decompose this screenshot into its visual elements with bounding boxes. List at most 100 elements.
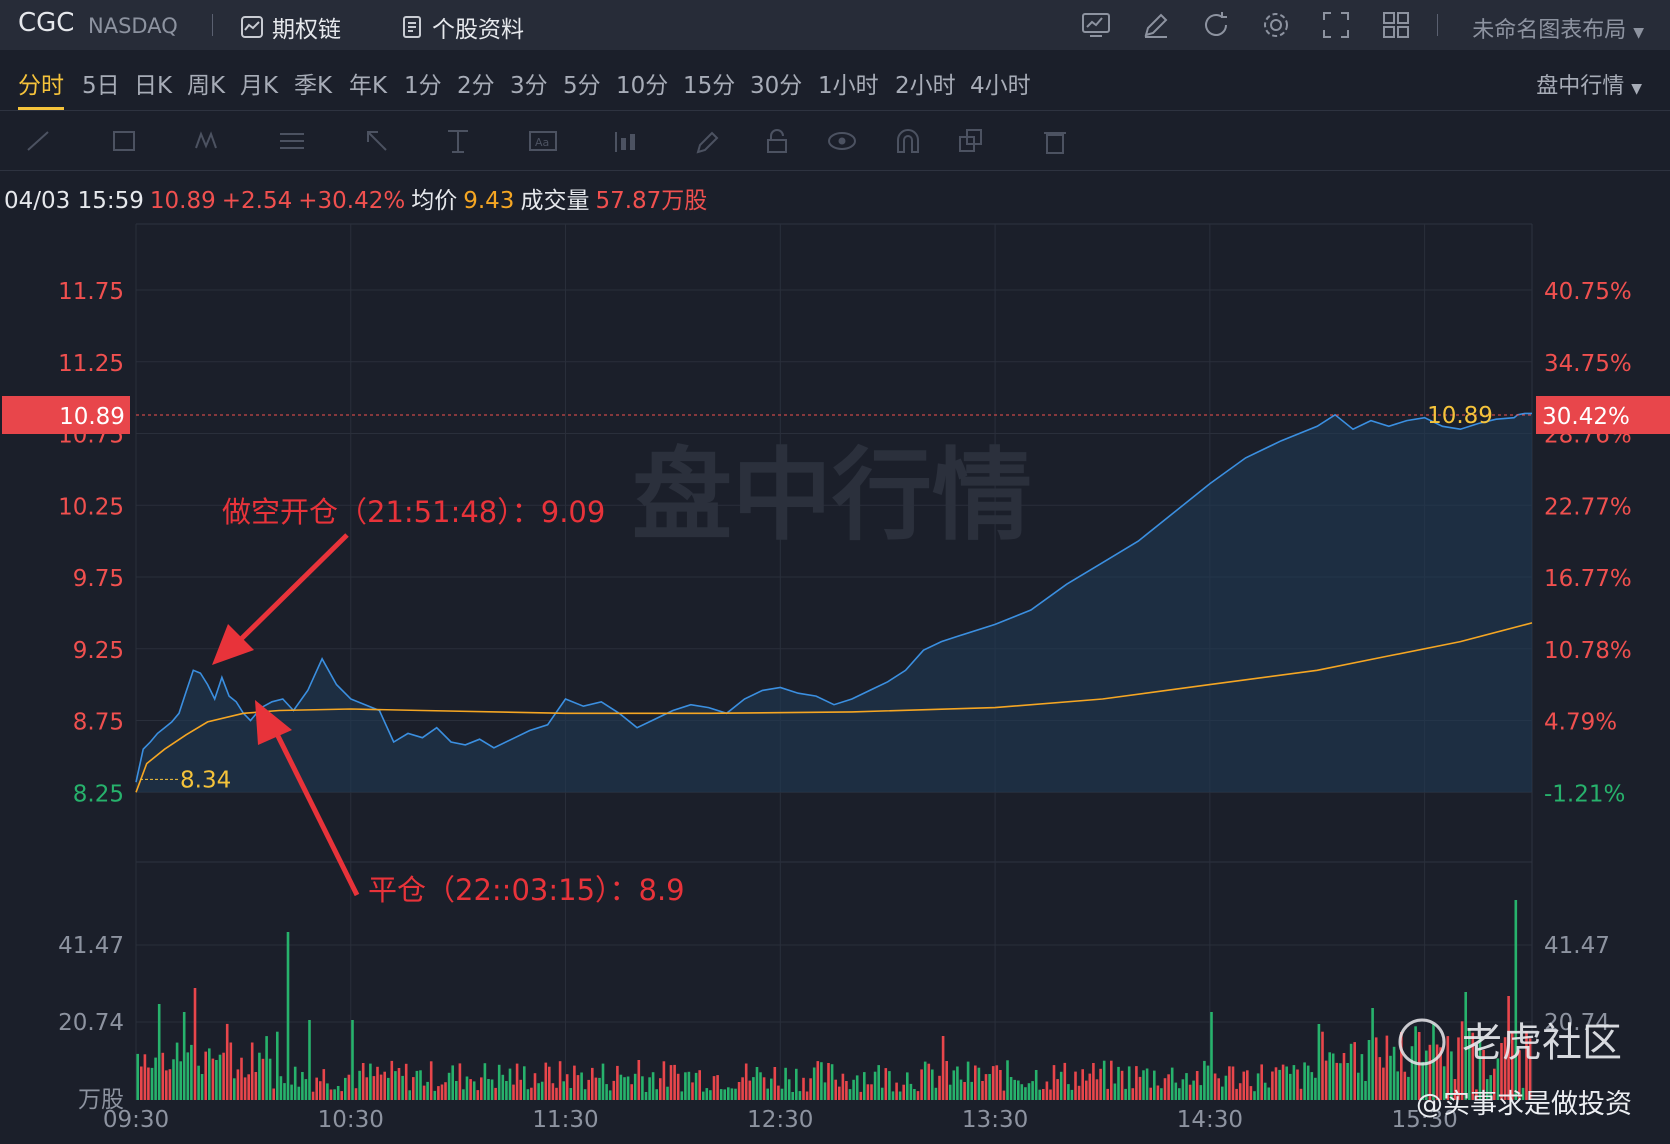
period-tab[interactable]: 周K — [187, 73, 226, 99]
volume-bar — [429, 1061, 433, 1100]
volume-bar — [583, 1089, 587, 1100]
fib-tool-icon[interactable] — [274, 126, 314, 156]
pattern-tool-icon[interactable] — [608, 126, 648, 156]
volume-bar — [1289, 1073, 1292, 1100]
volume-bar — [1303, 1062, 1306, 1100]
period-tab[interactable]: 5日 — [82, 73, 120, 99]
stock-profile-button[interactable]: 个股资料 — [400, 10, 524, 44]
volume-bar — [838, 1086, 841, 1100]
period-tab[interactable]: 30分 — [750, 73, 803, 99]
line-tool-icon[interactable] — [20, 126, 60, 156]
volume-bar — [462, 1089, 465, 1100]
grid-layout-icon[interactable] — [1380, 9, 1412, 41]
quote-mode-dropdown[interactable]: 盘中行情 ▼ — [1536, 68, 1642, 100]
volume-bar — [1410, 1046, 1414, 1100]
volume-bar — [240, 1057, 243, 1100]
period-tab[interactable]: 分时 — [18, 66, 64, 110]
period-tab[interactable]: 日K — [134, 73, 173, 99]
volume-bar — [1339, 1063, 1342, 1100]
period-tab[interactable]: 4小时 — [970, 73, 1031, 99]
eye-icon[interactable] — [822, 126, 862, 156]
volume-bar — [1110, 1060, 1113, 1100]
magnet-icon[interactable] — [888, 126, 928, 156]
text-tool-icon[interactable]: Aa — [524, 126, 564, 156]
period-tab[interactable]: 年K — [349, 73, 388, 99]
volume-bar — [551, 1083, 555, 1100]
volume-bar — [1518, 1050, 1521, 1100]
volume-bar — [279, 1076, 283, 1100]
period-tab[interactable]: 月K — [240, 73, 279, 99]
volume-bar — [852, 1079, 855, 1100]
volume-bar — [1224, 1075, 1228, 1100]
period-tab[interactable]: 2分 — [457, 73, 495, 99]
pct-tick-label: -1.21% — [1544, 781, 1625, 807]
exchange-label: NASDAQ — [88, 14, 178, 38]
clone-icon[interactable] — [952, 126, 992, 156]
volume-bar — [1331, 1053, 1335, 1100]
volume-bar — [598, 1077, 601, 1100]
period-tab[interactable]: 2小时 — [895, 73, 956, 99]
volume-bar — [433, 1090, 437, 1100]
volume-bar — [490, 1079, 494, 1100]
measure-tool-icon[interactable] — [440, 126, 480, 156]
volume-bar — [440, 1084, 444, 1100]
volume-bar — [580, 1072, 583, 1100]
volume-bar — [161, 1052, 165, 1100]
period-tab[interactable]: 3分 — [510, 73, 548, 99]
volume-bar — [719, 1089, 723, 1100]
avg-price-value: 9.43 — [463, 188, 515, 214]
period-tab[interactable]: 10分 — [616, 73, 669, 99]
refresh-icon[interactable] — [1200, 9, 1232, 41]
volume-bar — [354, 1088, 358, 1100]
volume-bar — [340, 1091, 343, 1100]
layout-name-dropdown[interactable]: 未命名图表布局 ▼ — [1472, 12, 1644, 44]
volume-bar — [1188, 1084, 1192, 1100]
chart-monitor-icon[interactable] — [1080, 9, 1112, 41]
wave-tool-icon[interactable] — [190, 126, 230, 156]
volume-bar — [1013, 1079, 1016, 1100]
volume-bar — [1059, 1071, 1063, 1100]
volume-bar — [412, 1077, 415, 1100]
volume-bar — [809, 1078, 812, 1100]
volume-bar — [451, 1065, 454, 1100]
rectangle-tool-icon[interactable] — [106, 126, 146, 156]
period-tab[interactable]: 1分 — [404, 73, 442, 99]
arrow-tool-icon[interactable] — [360, 126, 400, 156]
volume-bar — [752, 1077, 755, 1100]
volume-bar — [1271, 1071, 1274, 1100]
volume-bar — [1099, 1068, 1102, 1100]
volume-bar — [1077, 1085, 1081, 1100]
volume-bar — [483, 1063, 487, 1100]
volume-bar — [1385, 1035, 1389, 1100]
lock-icon[interactable] — [758, 126, 798, 156]
volume-bar — [1081, 1069, 1084, 1100]
trash-icon[interactable] — [1036, 126, 1076, 156]
volume-bar — [959, 1079, 963, 1100]
option-chain-button[interactable]: 期权链 — [240, 10, 341, 44]
volume-bar — [1231, 1066, 1235, 1100]
volume-bar — [1468, 1028, 1471, 1100]
volume-bar — [286, 932, 290, 1100]
volume-bar — [812, 1067, 816, 1100]
brush-icon[interactable] — [690, 126, 730, 156]
volume-bar — [1525, 1031, 1528, 1100]
volume-tick-label: 20.74 — [1544, 1010, 1610, 1036]
volume-bar — [737, 1082, 741, 1100]
period-tab[interactable]: 5分 — [563, 73, 601, 99]
pct-tick-label: 22.77% — [1544, 494, 1632, 520]
volume-bar — [587, 1079, 590, 1100]
volume-bar — [247, 1074, 250, 1100]
volume-bar — [480, 1077, 483, 1100]
volume-bar — [387, 1077, 390, 1100]
period-tab[interactable]: 季K — [294, 73, 333, 99]
settings-gear-icon[interactable] — [1260, 9, 1292, 41]
period-tab[interactable]: 15分 — [683, 73, 736, 99]
fullscreen-icon[interactable] — [1320, 9, 1352, 41]
period-tab[interactable]: 1小时 — [818, 73, 879, 99]
volume-bar — [608, 1090, 612, 1100]
edit-pen-icon[interactable] — [1140, 9, 1172, 41]
volume-bar — [261, 1058, 265, 1100]
volume-bar — [469, 1079, 472, 1100]
volume-bar — [1471, 1032, 1475, 1100]
